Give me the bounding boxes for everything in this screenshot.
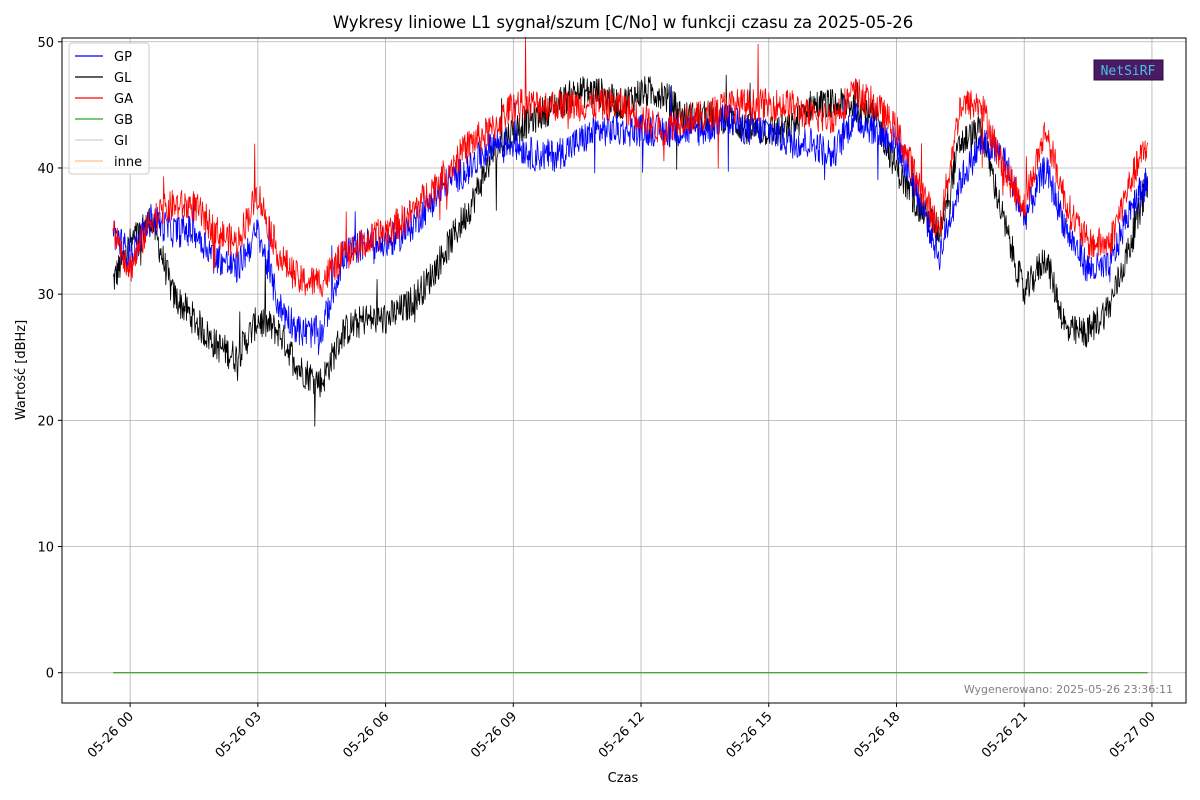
legend-label-gl: GL bbox=[114, 71, 132, 86]
y-tick-label: 30 bbox=[37, 288, 54, 303]
y-tick-label: 20 bbox=[37, 414, 54, 429]
legend-label-gp: GP bbox=[114, 50, 132, 65]
x-axis-label: Czas bbox=[608, 771, 639, 786]
y-tick-label: 0 bbox=[46, 667, 54, 682]
x-tick-label: 05-26 12 bbox=[596, 709, 648, 761]
x-tick-label: 05-26 09 bbox=[468, 709, 520, 761]
logo-text: NetSiRF bbox=[1101, 64, 1156, 79]
legend-label-gi: GI bbox=[114, 134, 128, 149]
legend-label-inne: inne bbox=[114, 155, 142, 170]
netsirf-logo: NetSiRF bbox=[1093, 59, 1164, 81]
x-tick-label: 05-26 06 bbox=[340, 709, 392, 761]
x-axis-ticks: 05-26 00 05-26 03 05-26 06 05-26 09 05-26 12… bbox=[85, 703, 1159, 761]
plot-area bbox=[61, 36, 1187, 704]
y-axis-label: Wartość [dBHz] bbox=[14, 320, 29, 420]
series-line-ga bbox=[112, 36, 1149, 298]
y-tick-label: 10 bbox=[37, 541, 54, 556]
x-tick-label: 05-26 18 bbox=[851, 709, 903, 761]
x-tick-label: 05-27 00 bbox=[1107, 709, 1159, 761]
x-tick-label: 05-26 03 bbox=[213, 709, 265, 761]
y-tick-label: 40 bbox=[37, 162, 54, 177]
generated-timestamp: Wygenerowano: 2025-05-26 23:36:11 bbox=[964, 683, 1173, 696]
legend: GP GL GA GB GI inne bbox=[68, 42, 150, 175]
legend-label-ga: GA bbox=[114, 92, 133, 107]
y-tick-label: 50 bbox=[37, 36, 54, 51]
legend-label-gb: GB bbox=[114, 113, 133, 128]
x-tick-label: 05-26 00 bbox=[85, 709, 137, 761]
legend-box bbox=[68, 42, 150, 175]
series-layer bbox=[112, 36, 1149, 674]
plot-frame bbox=[61, 37, 1187, 704]
y-axis-ticks: 0 10 20 30 40 50 bbox=[37, 36, 62, 682]
series-line-gp bbox=[112, 85, 1149, 356]
x-tick-label: 05-26 15 bbox=[724, 709, 776, 761]
chart-title: Wykresy liniowe L1 sygnał/szum [C/No] w … bbox=[333, 13, 914, 32]
logo-badge bbox=[1093, 59, 1164, 81]
series-line-gl bbox=[112, 74, 1149, 427]
x-tick-label: 05-26 21 bbox=[979, 709, 1031, 761]
